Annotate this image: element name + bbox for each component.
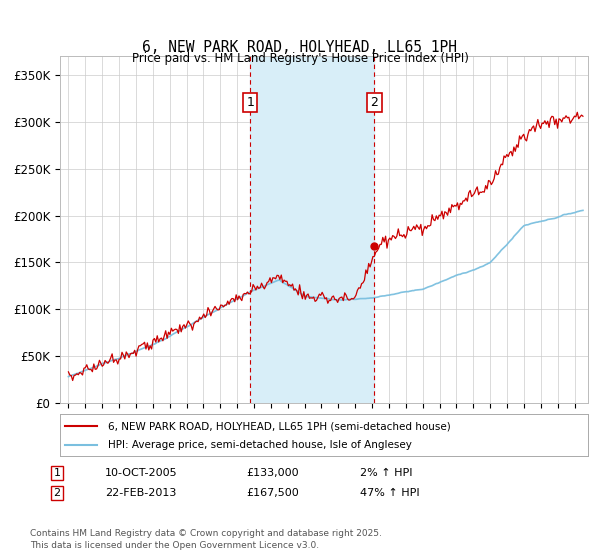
Text: 22-FEB-2013: 22-FEB-2013	[105, 488, 176, 498]
Text: 10-OCT-2005: 10-OCT-2005	[105, 468, 178, 478]
Text: 1: 1	[247, 96, 254, 109]
Text: 1: 1	[53, 468, 61, 478]
Text: 2% ↑ HPI: 2% ↑ HPI	[360, 468, 413, 478]
Text: Contains HM Land Registry data © Crown copyright and database right 2025.
This d: Contains HM Land Registry data © Crown c…	[30, 529, 382, 550]
Text: 6, NEW PARK ROAD, HOLYHEAD, LL65 1PH: 6, NEW PARK ROAD, HOLYHEAD, LL65 1PH	[143, 40, 458, 55]
Text: 2: 2	[371, 96, 379, 109]
Text: HPI: Average price, semi-detached house, Isle of Anglesey: HPI: Average price, semi-detached house,…	[107, 440, 412, 450]
Text: 6, NEW PARK ROAD, HOLYHEAD, LL65 1PH (semi-detached house): 6, NEW PARK ROAD, HOLYHEAD, LL65 1PH (se…	[107, 421, 450, 431]
Text: Price paid vs. HM Land Registry's House Price Index (HPI): Price paid vs. HM Land Registry's House …	[131, 52, 469, 66]
Text: 47% ↑ HPI: 47% ↑ HPI	[360, 488, 419, 498]
Text: £167,500: £167,500	[246, 488, 299, 498]
Bar	[250, 56, 374, 403]
Text: £133,000: £133,000	[246, 468, 299, 478]
Text: 2: 2	[53, 488, 61, 498]
